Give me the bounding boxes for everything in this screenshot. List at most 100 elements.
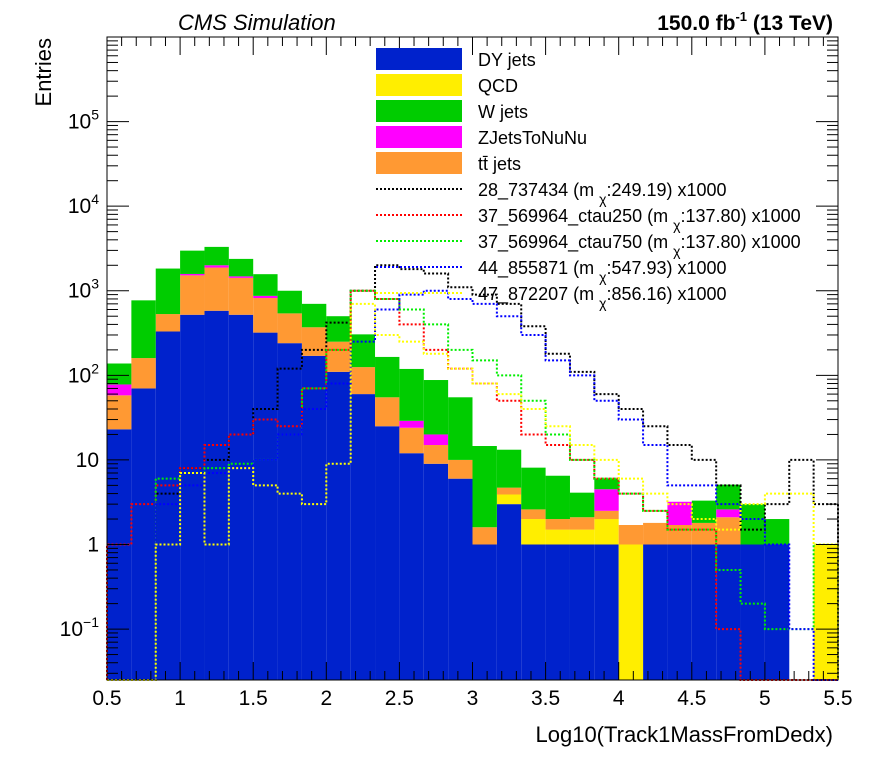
bar-w-jets-bin-16 (496, 449, 522, 488)
bar-dy-jets-bin-9 (326, 371, 351, 680)
bar-dy-jets-bin-23 (667, 544, 692, 680)
bar-dy-jets-bin-16 (496, 504, 522, 680)
header-left-label: CMS Simulation (178, 10, 336, 35)
bar-qcd-bin-19 (569, 529, 595, 545)
bar-dy-jets-bin-0 (107, 429, 132, 680)
y-tick-label-1: 1 (87, 533, 99, 556)
y-tick-label-exponent-3: 2 (91, 360, 99, 376)
bar-w-jets-bin-11 (375, 356, 400, 398)
bar-w-jets-bin-13 (423, 380, 449, 435)
bar-zjetstonunu-bin-25 (716, 509, 741, 518)
y-tick-label-2: 10 (76, 449, 99, 472)
legend-label-zjetstonunu: ZJetsToNuNu (478, 128, 587, 148)
x-tick-label-6: 3.5 (531, 687, 560, 710)
y-tick-label-exponent-5: 4 (91, 191, 99, 207)
bar-dy-jets-bin-12 (399, 453, 424, 680)
legend-label-part: :547.93) x1000 (606, 258, 726, 278)
bar-zjetstonunu-bin-4 (204, 265, 229, 268)
bar-zjetstonunu-bin-20 (594, 489, 619, 511)
bar-dy-jets-bin-7 (277, 343, 302, 680)
bar-tt-jets-bin-4 (204, 267, 229, 311)
bar-dy-jets-bin-22 (643, 544, 668, 680)
bar-w-jets-bin-9 (326, 316, 351, 342)
bar-tt-jets-bin-7 (277, 313, 302, 344)
bar-dy-jets-bin-17 (521, 544, 546, 680)
legend-label-subscript: χ (673, 217, 681, 233)
bar-dy-jets-bin-1 (131, 388, 156, 680)
bar-w-jets-bin-0 (107, 363, 132, 385)
bar-tt-jets-bin-24 (691, 522, 717, 545)
legend-label-w-jets: W jets (478, 102, 528, 122)
bar-dy-jets-bin-25 (716, 544, 741, 680)
signal-histograms (106, 264, 839, 681)
bar-zjetstonunu-bin-13 (423, 434, 449, 446)
y-tick-label-base-6: 10 (68, 111, 91, 134)
stacked-histogram-bars (107, 246, 838, 680)
bar-w-jets-bin-14 (448, 397, 473, 460)
bar-tt-jets-bin-9 (326, 341, 351, 372)
header-energy: (13 TeV) (747, 12, 833, 35)
header-lumi-exponent: -1 (735, 9, 747, 24)
bar-tt-jets-bin-1 (131, 358, 156, 389)
bar-tt-jets-bin-25 (716, 517, 741, 545)
bar-tt-jets-bin-17 (521, 509, 546, 520)
x-tick-label-1: 1 (174, 687, 186, 710)
bar-dy-jets-bin-6 (253, 332, 278, 680)
bar-w-jets-bin-6 (253, 274, 278, 296)
bar-zjetstonunu-bin-23 (667, 501, 692, 526)
bar-dy-jets-bin-26 (740, 544, 765, 680)
legend-label-part: :249.19) x1000 (606, 180, 726, 200)
bar-tt-jets-bin-12 (399, 427, 424, 454)
bar-tt-jets-bin-3 (180, 275, 205, 315)
legend-label-part: 28_737434 (m (478, 180, 599, 201)
bar-w-jets-bin-5 (228, 258, 254, 277)
bar-qcd-bin-29 (813, 544, 838, 680)
y-tick-label-6: 105 (68, 107, 99, 134)
bar-dy-jets-bin-2 (155, 331, 181, 680)
bar-dy-jets-bin-3 (180, 314, 205, 680)
legend-label-tt-jets: tt̄ jets (478, 154, 521, 174)
bar-dy-jets-bin-13 (423, 463, 449, 680)
y-tick-label-base-5: 10 (68, 195, 91, 218)
legend-swatch-tt-jets (376, 152, 462, 174)
y-axis-title: Entries (31, 38, 56, 106)
legend-swatch-w-jets (376, 100, 462, 122)
legend-label-part: 47_872207 (m (478, 284, 599, 305)
bar-dy-jets-bin-24 (691, 544, 717, 680)
bar-qcd-bin-21 (618, 544, 644, 680)
x-axis-title: Log10(Track1MassFromDedx) (536, 722, 834, 747)
x-tick-label-10: 5.5 (823, 687, 852, 710)
legend-label-qcd: QCD (478, 76, 518, 96)
bar-w-jets-bin-12 (399, 368, 424, 421)
legend-label-part: 44_855871 (m (478, 258, 599, 279)
header-right-label: 150.0 fb-1 (13 TeV) (657, 9, 833, 35)
bar-tt-jets-bin-13 (423, 445, 449, 464)
x-tick-label-7: 4 (613, 687, 625, 710)
legend-label-part: 37_569964_ctau750 (m (478, 232, 673, 253)
signal-line-0 (107, 264, 839, 681)
bar-w-jets-bin-4 (204, 246, 229, 266)
bar-qcd-bin-16 (496, 494, 522, 505)
y-tick-label-3: 102 (68, 360, 99, 387)
legend-label-part: :137.80) x1000 (681, 206, 801, 226)
x-tick-label-9: 5 (759, 687, 771, 710)
bar-qcd-bin-20 (594, 519, 619, 545)
bar-zjetstonunu-bin-0 (107, 384, 132, 396)
x-tick-label-0: 0.5 (92, 687, 121, 710)
y-tick-label-base-0: 10 (60, 618, 83, 641)
bar-dy-jets-bin-19 (569, 544, 595, 680)
bar-tt-jets-bin-11 (375, 397, 400, 427)
bar-tt-jets-bin-23 (667, 525, 692, 545)
bar-tt-jets-bin-19 (569, 517, 595, 530)
legend-label-subscript: χ (673, 243, 681, 259)
x-tick-label-3: 2 (320, 687, 332, 710)
y-tick-label-base-4: 10 (68, 280, 91, 303)
bar-dy-jets-bin-10 (350, 394, 376, 680)
bar-w-jets-bin-7 (277, 290, 302, 314)
legend-label-subscript: χ (599, 191, 607, 207)
bar-zjetstonunu-bin-12 (399, 420, 424, 428)
axis-ticks (106, 36, 839, 680)
bar-tt-jets-bin-8 (301, 327, 327, 356)
bar-tt-jets-bin-15 (472, 527, 497, 545)
legend-label-44-855871-m-547-93-x1000: 44_855871 (m χ:547.93) x1000 (478, 258, 727, 285)
